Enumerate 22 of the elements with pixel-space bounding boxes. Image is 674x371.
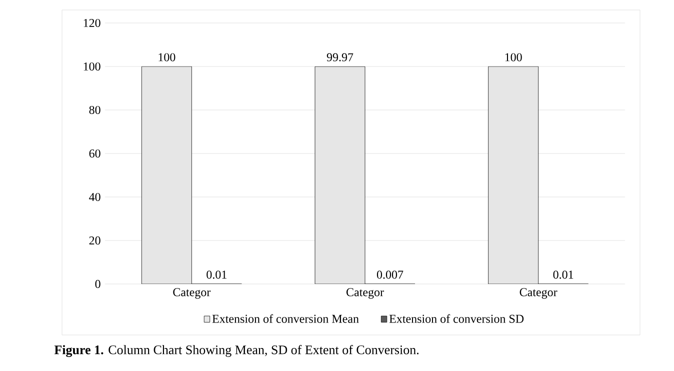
- y-tick-label: 60: [89, 149, 100, 158]
- legend-label: Extension of conversion Mean: [212, 314, 359, 323]
- y-tick-label: 20: [89, 236, 100, 245]
- bar: [314, 66, 366, 284]
- data-label: 100: [505, 53, 522, 62]
- x-tick-label: Categor: [173, 288, 211, 299]
- data-label: 0.01: [206, 270, 226, 279]
- bar: [488, 66, 539, 284]
- y-tick-label: 80: [89, 106, 100, 114]
- bar: [141, 66, 192, 284]
- y-tick-label: 100: [84, 62, 100, 71]
- x-tick-label: Categor: [346, 288, 384, 299]
- y-tick-label: 120: [84, 18, 100, 28]
- y-tick-label: 40: [89, 192, 100, 202]
- data-label: 99.97: [326, 53, 354, 62]
- x-tick-label: Categor: [520, 288, 558, 299]
- data-label: 0.007: [376, 270, 404, 279]
- data-label: 100: [158, 53, 176, 62]
- data-label: 0.01: [553, 270, 574, 279]
- y-tick-label: 0: [95, 280, 100, 288]
- text: Figure 1. Column Chart Showing Mean, SD of Extent of Conversion.: [54, 344, 419, 357]
- legend-label: Extension of conversion SD: [389, 314, 524, 323]
